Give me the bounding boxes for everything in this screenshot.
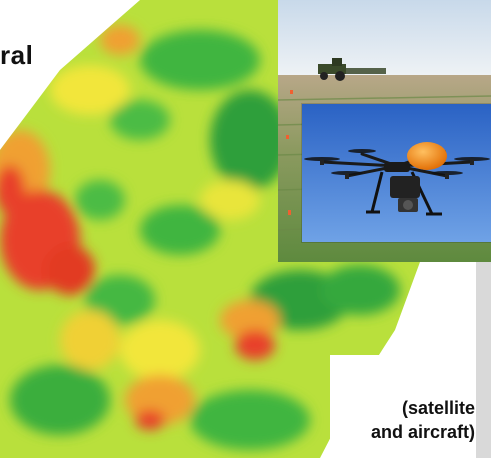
right-border-strip xyxy=(476,262,491,458)
caption-bottom-line1: (satellite xyxy=(401,398,475,418)
caption-bottom: (satellite and aircraft) xyxy=(315,396,475,444)
caption-bottom-line2: and aircraft) xyxy=(370,422,475,442)
caption-background xyxy=(330,355,476,458)
octocopter-drone-photo xyxy=(302,104,491,242)
caption-top: ral xyxy=(0,40,34,70)
